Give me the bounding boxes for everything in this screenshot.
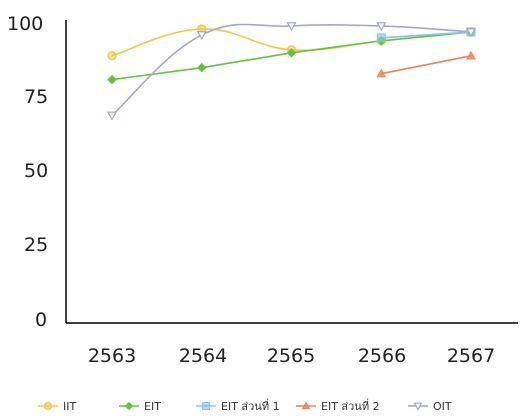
chart-axes xyxy=(65,20,518,324)
legend-item: EIT ส่วนที่ 2 xyxy=(296,398,380,413)
data-point xyxy=(376,33,386,43)
legend-item: EIT ส่วนที่ 1 xyxy=(196,398,280,413)
data-point xyxy=(106,111,118,121)
y-tick-label: 0 xyxy=(35,309,47,331)
data-point xyxy=(107,51,117,61)
y-tick-labels: 100 75 50 25 0 xyxy=(7,13,48,331)
y-tick-label: 75 xyxy=(24,86,48,108)
legend-marker xyxy=(202,402,210,410)
legend-label: EIT ส่วนที่ 2 xyxy=(321,398,380,413)
x-tick-label: 2565 xyxy=(267,345,315,367)
legend-marker xyxy=(43,401,53,411)
data-point xyxy=(286,22,297,32)
data-point xyxy=(376,22,387,32)
legend-marker xyxy=(124,401,134,411)
x-tick-labels: 2563 2564 2565 2566 2567 xyxy=(88,345,495,367)
legend-marker xyxy=(301,401,311,410)
data-point xyxy=(286,48,297,58)
legend-label: EIT ส่วนที่ 1 xyxy=(221,398,280,413)
legend-item: EIT xyxy=(119,400,161,413)
y-tick-label: 50 xyxy=(24,160,48,182)
legend: IIT EIT EIT ส่วนที่ 1 EIT ส่วนที่ 2 OIT xyxy=(38,398,452,413)
series-line xyxy=(381,54,472,75)
y-tick-label: 25 xyxy=(24,234,48,256)
series-line xyxy=(381,31,472,39)
legend-label: EIT xyxy=(144,400,161,413)
series-lines xyxy=(111,23,472,116)
data-point xyxy=(376,68,387,78)
x-tick-label: 2564 xyxy=(179,345,227,367)
series-markers xyxy=(106,22,477,121)
x-tick-label: 2563 xyxy=(88,345,136,367)
x-tick-label: 2566 xyxy=(358,345,406,367)
legend-label: IIT xyxy=(63,400,76,413)
data-point xyxy=(466,50,476,60)
legend-item: OIT xyxy=(408,400,452,413)
data-point xyxy=(465,28,477,38)
legend-marker xyxy=(413,402,423,411)
data-point xyxy=(196,31,207,41)
x-tick-label: 2567 xyxy=(447,345,495,367)
data-point xyxy=(107,74,117,85)
legend-item: IIT xyxy=(38,400,76,413)
legend-label: OIT xyxy=(433,400,452,413)
y-tick-label: 100 xyxy=(7,13,43,35)
data-point xyxy=(197,62,207,73)
